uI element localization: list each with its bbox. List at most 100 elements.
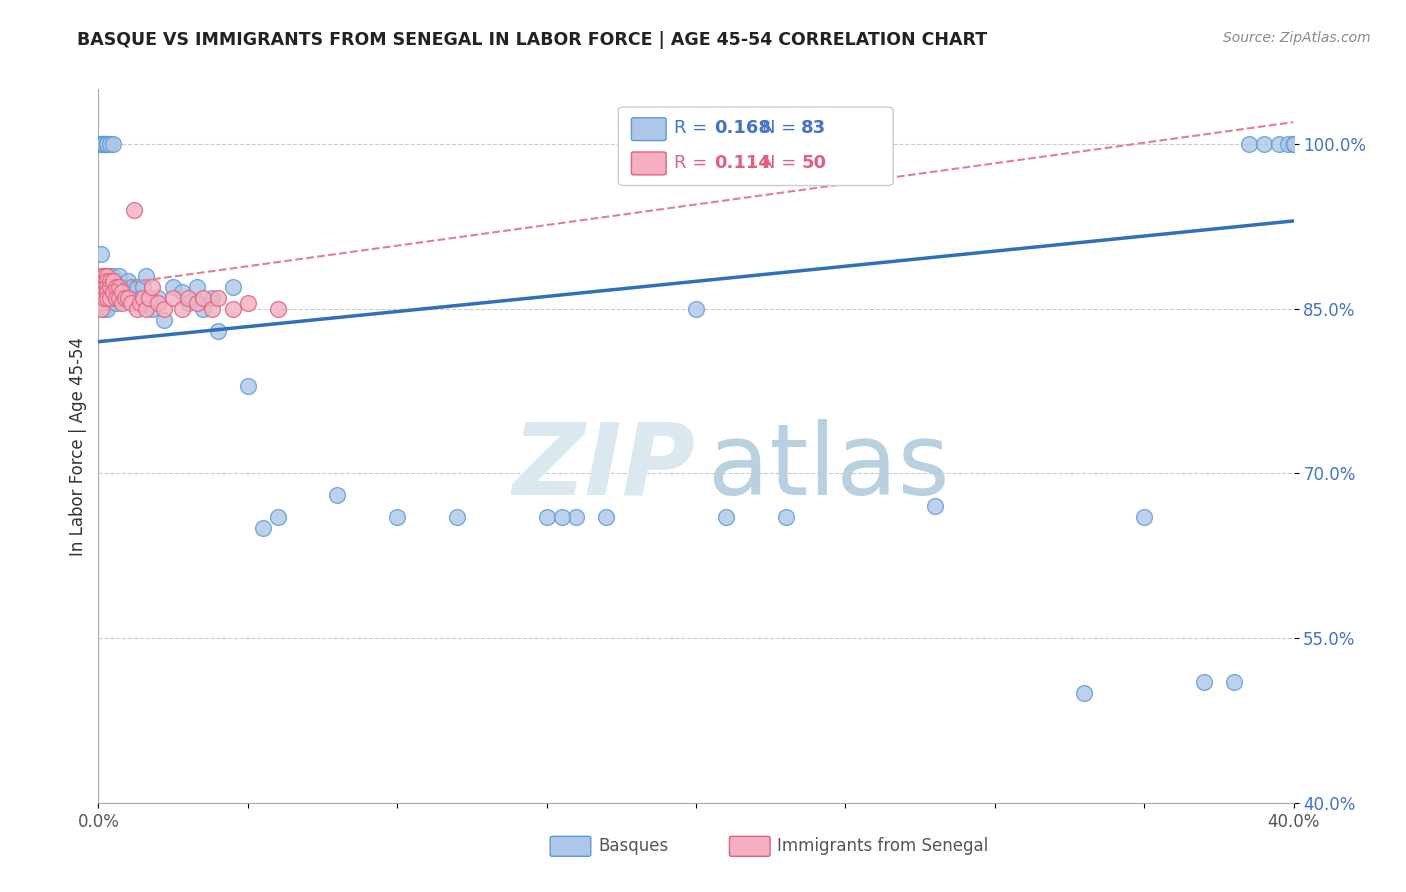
Point bbox=[132, 280, 155, 294]
Point bbox=[267, 510, 290, 524]
Point bbox=[93, 137, 115, 152]
FancyBboxPatch shape bbox=[550, 837, 591, 856]
Point bbox=[103, 274, 125, 288]
Text: atlas: atlas bbox=[709, 419, 949, 516]
Point bbox=[120, 296, 142, 310]
Point bbox=[103, 268, 125, 283]
Point bbox=[96, 291, 118, 305]
Point bbox=[114, 291, 136, 305]
Point bbox=[105, 274, 128, 288]
Point bbox=[565, 510, 588, 524]
Point bbox=[117, 285, 139, 300]
Point bbox=[1267, 137, 1289, 152]
Point bbox=[1237, 137, 1260, 152]
Point bbox=[177, 291, 200, 305]
Text: 50: 50 bbox=[801, 153, 827, 171]
Point bbox=[105, 291, 128, 305]
Point bbox=[90, 291, 112, 305]
Point bbox=[103, 285, 125, 300]
Text: Source: ZipAtlas.com: Source: ZipAtlas.com bbox=[1223, 31, 1371, 45]
Point bbox=[172, 301, 194, 316]
Text: 83: 83 bbox=[801, 120, 827, 137]
Point bbox=[108, 291, 131, 305]
Point bbox=[90, 274, 112, 288]
Point bbox=[326, 488, 349, 502]
Point bbox=[105, 285, 128, 300]
Point bbox=[129, 291, 152, 305]
Point bbox=[96, 280, 118, 294]
Point bbox=[93, 291, 115, 305]
Point bbox=[127, 280, 149, 294]
Point bbox=[153, 312, 176, 326]
Point bbox=[236, 296, 259, 310]
Point bbox=[222, 280, 245, 294]
Point bbox=[90, 296, 112, 310]
Point bbox=[98, 291, 122, 305]
Text: BASQUE VS IMMIGRANTS FROM SENEGAL IN LABOR FORCE | AGE 45-54 CORRELATION CHART: BASQUE VS IMMIGRANTS FROM SENEGAL IN LAB… bbox=[77, 31, 987, 49]
Point bbox=[105, 280, 128, 294]
Point bbox=[1192, 675, 1215, 690]
Point bbox=[207, 291, 229, 305]
Point bbox=[1282, 137, 1305, 152]
Point bbox=[1253, 137, 1275, 152]
Point bbox=[685, 301, 707, 316]
Point bbox=[267, 301, 290, 316]
Point bbox=[252, 521, 274, 535]
Point bbox=[98, 268, 122, 283]
Text: N =: N = bbox=[762, 153, 801, 171]
Point bbox=[1223, 675, 1246, 690]
Point bbox=[98, 280, 122, 294]
Point bbox=[191, 301, 214, 316]
Point bbox=[96, 274, 118, 288]
Point bbox=[148, 291, 170, 305]
Point bbox=[148, 296, 170, 310]
Point bbox=[1073, 686, 1095, 700]
Point bbox=[96, 301, 118, 316]
Point bbox=[114, 291, 136, 305]
Point bbox=[124, 285, 146, 300]
Point bbox=[201, 291, 224, 305]
Point bbox=[132, 291, 155, 305]
Text: R =: R = bbox=[675, 153, 713, 171]
Point bbox=[98, 274, 122, 288]
Point bbox=[90, 285, 112, 300]
Text: Basques: Basques bbox=[598, 838, 668, 855]
Point bbox=[90, 280, 112, 294]
Point bbox=[98, 137, 122, 152]
Point bbox=[96, 268, 118, 283]
Point bbox=[201, 301, 224, 316]
Point bbox=[446, 510, 468, 524]
Point bbox=[385, 510, 409, 524]
Point bbox=[103, 291, 125, 305]
Point bbox=[120, 280, 142, 294]
Point bbox=[536, 510, 558, 524]
Point bbox=[117, 274, 139, 288]
Point bbox=[117, 291, 139, 305]
Point bbox=[135, 301, 157, 316]
Point bbox=[93, 280, 115, 294]
Point bbox=[1282, 137, 1305, 152]
Point bbox=[135, 268, 157, 283]
Point bbox=[714, 510, 737, 524]
Point bbox=[93, 268, 115, 283]
Point bbox=[93, 301, 115, 316]
Point bbox=[96, 291, 118, 305]
Point bbox=[96, 137, 118, 152]
Point bbox=[236, 378, 259, 392]
Point bbox=[111, 285, 134, 300]
Text: 0.114: 0.114 bbox=[714, 153, 770, 171]
Point bbox=[96, 280, 118, 294]
Point bbox=[162, 280, 184, 294]
Point bbox=[90, 137, 112, 152]
Point bbox=[124, 202, 146, 217]
Point bbox=[550, 510, 572, 524]
Point bbox=[111, 291, 134, 305]
Point bbox=[207, 324, 229, 338]
Point bbox=[222, 301, 245, 316]
Point bbox=[108, 280, 131, 294]
Point bbox=[595, 510, 617, 524]
Text: R =: R = bbox=[675, 120, 713, 137]
Point bbox=[138, 291, 160, 305]
Point bbox=[1282, 137, 1305, 152]
Point bbox=[108, 280, 131, 294]
